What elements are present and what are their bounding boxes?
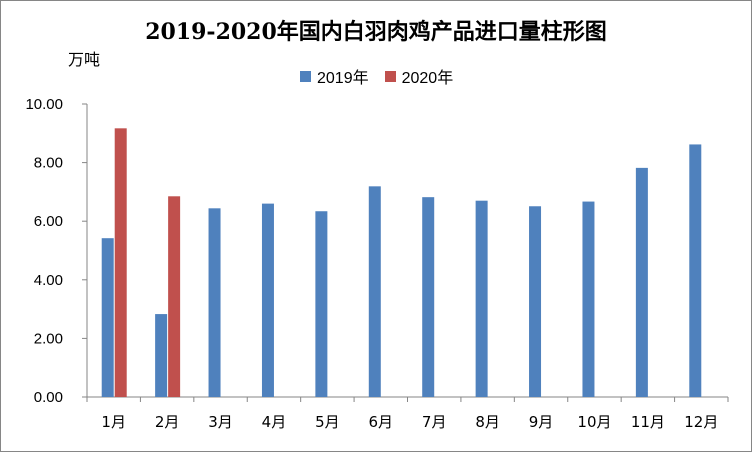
x-category-label: 4月 — [262, 413, 287, 431]
bar-2019 — [689, 144, 702, 397]
bar-2019 — [315, 211, 328, 397]
x-category-label: 1月 — [101, 413, 126, 431]
bar-2019 — [101, 238, 114, 397]
legend-swatch-2020 — [384, 70, 396, 82]
x-category-label: 10月 — [577, 413, 611, 431]
legend-item-2020: 2020年 — [384, 64, 454, 88]
y-tick-label: 10.00 — [25, 96, 63, 113]
y-tick-label: 0.00 — [34, 389, 63, 406]
bar-2019 — [635, 167, 648, 397]
y-tick-label: 4.00 — [34, 272, 63, 289]
x-category-label: 8月 — [475, 413, 500, 431]
legend: 2019年 2020年 — [300, 64, 453, 88]
x-category-label: 6月 — [369, 413, 394, 431]
x-category-label: 3月 — [208, 413, 233, 431]
x-category-label: 5月 — [315, 413, 340, 431]
y-axis-unit-label: 万吨 — [68, 50, 101, 69]
y-tick-label: 2.00 — [34, 330, 63, 347]
bar-2020 — [114, 128, 127, 397]
x-category-label: 9月 — [529, 413, 554, 431]
x-category-label: 7月 — [422, 413, 447, 431]
bar-2019 — [475, 200, 488, 397]
chart-title: 2019-2020年国内白羽肉鸡产品进口量柱形图 — [145, 19, 607, 45]
x-category-label: 2月 — [155, 413, 180, 431]
bar-2019 — [155, 314, 168, 397]
bar-2019 — [261, 203, 274, 397]
legend-label-2019: 2019年 — [317, 70, 369, 87]
legend-item-2019: 2019年 — [300, 64, 369, 88]
y-tick-label: 8.00 — [34, 155, 63, 172]
x-category-label: 12月 — [684, 413, 718, 431]
bar-2019 — [208, 208, 221, 397]
bar-2019 — [368, 186, 381, 397]
bar-2020 — [168, 196, 181, 397]
bar-2019 — [529, 206, 542, 397]
bar-2019 — [422, 197, 435, 397]
legend-swatch-2019 — [300, 70, 311, 82]
bar-2019 — [582, 201, 595, 397]
x-category-label: 11月 — [631, 413, 665, 431]
legend-label-2020: 2020年 — [401, 70, 454, 87]
y-tick-label: 6.00 — [34, 213, 63, 230]
